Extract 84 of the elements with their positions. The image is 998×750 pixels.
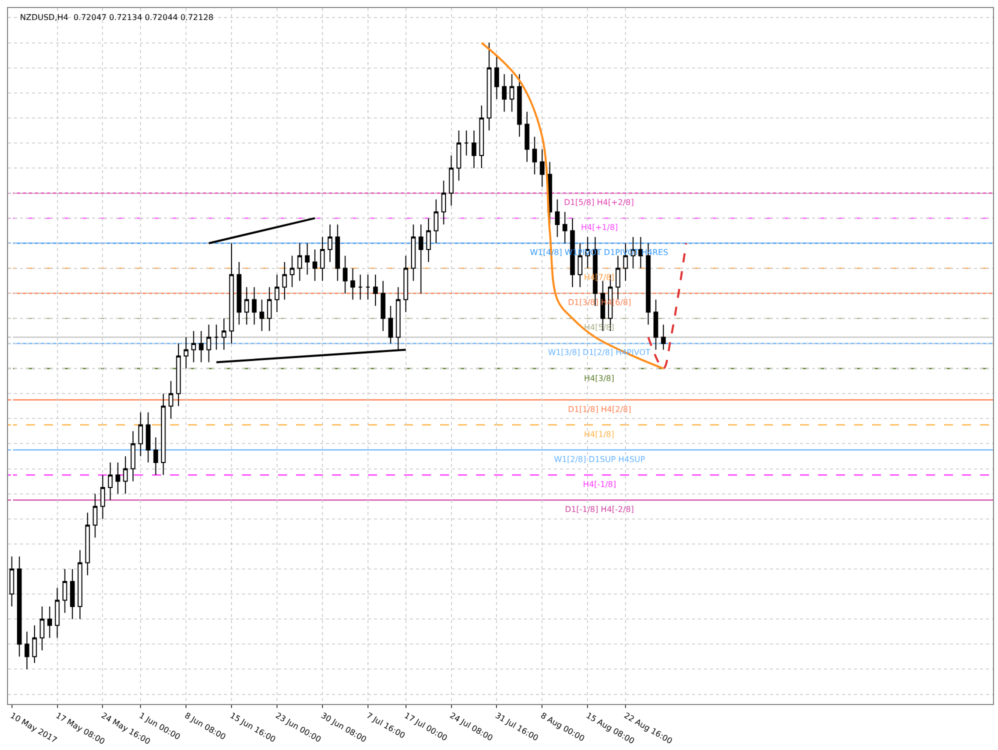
candlestick	[236, 262, 242, 326]
candlestick	[464, 130, 469, 156]
candlestick	[160, 393, 166, 476]
candlestick	[168, 380, 174, 420]
candlestick	[138, 412, 143, 457]
candlestick	[328, 224, 332, 263]
candlestick	[252, 286, 257, 326]
candlestick	[486, 42, 492, 131]
candlestick	[62, 568, 68, 614]
candlestick	[448, 155, 454, 206]
candlestick	[335, 224, 340, 282]
candlestick	[191, 330, 196, 363]
candlestick	[47, 606, 52, 638]
candlestick	[259, 299, 264, 332]
candlestick	[350, 268, 356, 300]
candlestick	[116, 462, 120, 494]
candlestick	[32, 624, 37, 664]
candlestick	[510, 74, 514, 112]
ref-line-label: H4[3/8]	[584, 374, 614, 383]
ref-line-label: D1[-1/8] H4[-2/8]	[565, 505, 634, 514]
candlestick	[244, 286, 250, 326]
candlestick	[524, 111, 530, 162]
candlestick	[304, 242, 310, 276]
candlestick	[358, 274, 363, 300]
candlestick	[502, 74, 507, 112]
candlestick	[653, 299, 658, 350]
ref-line-label: D1[5/8] H4[+2/8]	[564, 198, 634, 207]
candlestick	[222, 318, 226, 350]
candlestick	[24, 631, 30, 670]
candlestick	[100, 474, 106, 520]
candlestick	[494, 54, 500, 100]
ref-line-label: H4[1/8]	[584, 430, 614, 439]
candlestick	[426, 218, 431, 263]
candlestick	[562, 211, 568, 244]
candlestick	[411, 224, 416, 282]
candlestick	[214, 324, 219, 350]
candlestick	[274, 274, 280, 313]
candlestick	[17, 556, 22, 658]
candlestick	[403, 255, 408, 313]
candlestick	[92, 493, 98, 538]
candlestick	[472, 130, 476, 169]
candlestick	[146, 412, 151, 463]
candlestick	[267, 286, 272, 332]
candlestick	[661, 324, 666, 350]
candlestick	[434, 198, 438, 244]
candlestick	[206, 324, 212, 363]
candlestick	[517, 74, 522, 138]
candlestick	[282, 262, 287, 300]
candlestick	[108, 462, 113, 501]
candlestick	[290, 255, 294, 288]
candlestick	[366, 274, 370, 300]
candlestick	[638, 236, 644, 269]
candlestick	[153, 436, 158, 476]
candlestick	[554, 198, 560, 238]
candlestick	[297, 242, 302, 282]
candlestick	[312, 249, 318, 282]
candlestick	[198, 330, 204, 363]
candlestick	[229, 242, 234, 344]
candlestick	[54, 587, 60, 638]
candlestick	[184, 336, 188, 370]
candlestick	[479, 104, 484, 169]
candlestick	[441, 180, 446, 225]
candlestick	[123, 456, 128, 494]
candlestick	[388, 305, 393, 344]
chart-title: NZDUSD,H4 0.72047 0.72134 0.72044 0.72128	[20, 13, 214, 22]
candlestick	[320, 236, 325, 282]
candlestick	[540, 148, 545, 188]
ref-line-label: H4[+1/8]	[581, 223, 618, 232]
ref-line-label: W1[2/8] D1SUP H4SUP	[554, 455, 646, 464]
candlestick	[85, 512, 90, 576]
candlestick	[532, 136, 537, 175]
ref-line-label: H4[-1/8]	[583, 480, 616, 489]
candlestick	[40, 606, 44, 651]
candlestick	[456, 130, 462, 182]
ref-line-label: D1[1/8] H4[2/8]	[568, 405, 632, 414]
candlestick	[373, 274, 378, 306]
candlestick	[380, 280, 386, 332]
candlestick	[418, 224, 424, 294]
candlestick	[616, 255, 620, 300]
candlestick	[78, 550, 82, 620]
candlestick	[176, 342, 181, 407]
candlestick	[130, 430, 136, 482]
candlestick	[342, 255, 348, 294]
candlestick	[70, 568, 75, 620]
